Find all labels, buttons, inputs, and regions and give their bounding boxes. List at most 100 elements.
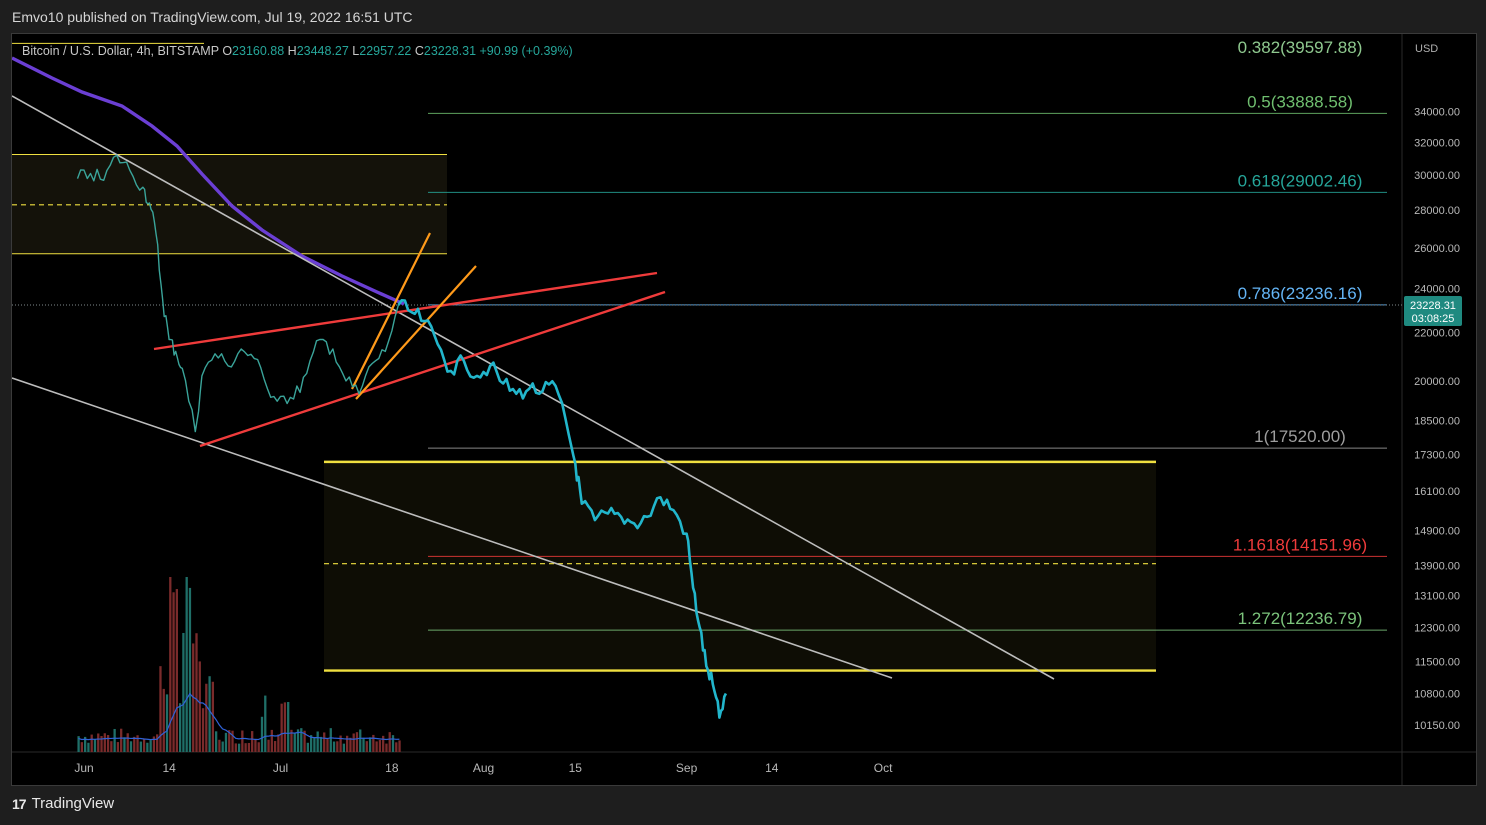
y-tick-label: 13900.00 <box>1414 560 1460 572</box>
volume-bar <box>339 735 342 752</box>
volume-bar <box>146 742 149 752</box>
volume-bar <box>211 681 215 752</box>
publisher-caption: Emvo10 published on TradingView.com, Jul… <box>12 9 413 25</box>
volume-bar <box>342 743 346 752</box>
fib-retracement: 0.382(39597.88) 0.5(33888.58) 0.618(29002.… <box>428 38 1387 631</box>
fib-level-label: 0.382(39597.88) <box>1238 38 1363 57</box>
legend-field: +90.99 (+0.39%) <box>480 44 573 58</box>
legend-field: 23228.31 <box>424 44 480 58</box>
volume-bar <box>142 738 146 752</box>
tradingview-logo[interactable]: 17 TradingView <box>12 795 114 812</box>
volume-bar <box>198 661 201 752</box>
volume-bar <box>277 734 280 752</box>
legend-field: 23160.88 <box>232 44 288 58</box>
y-tick-label: 16100.00 <box>1414 486 1460 498</box>
volume-bar <box>84 736 87 752</box>
volume-bar <box>319 736 323 752</box>
volume-bar <box>234 743 237 752</box>
y-tick-label: 24000.00 <box>1414 283 1460 295</box>
x-tick-label: Jul <box>273 761 288 775</box>
volume-bar <box>260 716 264 752</box>
legend-field: Bitcoin / U.S. Dollar, 4h, BITSTAMP <box>22 44 222 58</box>
volume-bar <box>231 730 234 752</box>
volume-bar <box>172 592 175 752</box>
last-price-tag <box>1404 296 1462 326</box>
volume-bar <box>329 728 332 752</box>
volume-bar <box>201 708 205 752</box>
volume-bar <box>149 740 152 752</box>
volume-bar <box>87 742 90 752</box>
y-tick-label: 10800.00 <box>1414 689 1460 701</box>
chart-pane[interactable]: 0.382(39597.88) 0.5(33888.58) 0.618(29002.… <box>11 33 1477 786</box>
y-tick-label: 14900.00 <box>1414 525 1460 537</box>
y-tick-label: 17300.00 <box>1414 449 1460 461</box>
y-tick-label: 18500.00 <box>1414 415 1460 427</box>
y-tick-label: 30000.00 <box>1414 170 1460 182</box>
y-tick-label: 10150.00 <box>1414 720 1460 732</box>
volume-bar <box>205 683 208 752</box>
volume-bar <box>362 737 365 752</box>
volume-bar <box>395 742 398 752</box>
volume-bar <box>120 728 123 752</box>
lower-zone-fill <box>324 461 1156 671</box>
y-tick-label: 11500.00 <box>1415 657 1460 669</box>
descending-trendline-lower <box>12 377 893 679</box>
x-tick-label: 15 <box>569 761 583 775</box>
x-tick-label: Aug <box>473 761 494 775</box>
volume-bar <box>228 730 231 752</box>
bar-countdown: 03:08:25 <box>1412 313 1455 325</box>
volume-bar <box>273 741 277 752</box>
volume-bar <box>244 743 247 752</box>
rising-channel-lower <box>355 265 477 400</box>
volume-bar <box>378 739 382 752</box>
x-tick-label: Jun <box>74 761 93 775</box>
volume-bar <box>126 733 129 752</box>
fib-level-label: 1.272(12236.79) <box>1238 609 1363 628</box>
volume-bar <box>290 729 293 752</box>
x-tick-label: Sep <box>676 761 698 775</box>
volume-bar <box>368 737 372 752</box>
price-projection-line <box>397 298 728 719</box>
volume-bar <box>113 728 116 752</box>
x-tick-label: Oct <box>874 761 893 775</box>
fib-level-label: 1(17520.00) <box>1254 427 1346 446</box>
volume-bar <box>382 735 385 752</box>
volume-bar <box>156 734 159 752</box>
volume-bar <box>365 741 368 752</box>
volume-bar <box>359 729 362 752</box>
legend-field: C <box>415 44 424 58</box>
volume-bar <box>221 741 224 752</box>
y-tick-label: 12300.00 <box>1414 623 1460 635</box>
volume-bar <box>280 703 283 752</box>
volume-bar <box>208 676 211 752</box>
volume-bar <box>375 741 378 752</box>
volume-bar <box>218 739 221 752</box>
price-candles-history <box>76 154 400 433</box>
volume-bar <box>323 732 326 752</box>
symbol-legend: Bitcoin / U.S. Dollar, 4h, BITSTAMP O231… <box>22 44 573 58</box>
volume-bar <box>80 742 84 752</box>
volume-bar <box>352 733 355 752</box>
tradingview-logo-icon: 17 <box>12 795 27 812</box>
volume-bar <box>398 740 401 752</box>
volume-bar <box>77 736 80 752</box>
volume-bar <box>175 589 178 752</box>
volume-bar <box>287 701 290 752</box>
volume-bar <box>185 577 188 752</box>
volume-bar <box>251 731 254 752</box>
volume-bar <box>316 731 319 752</box>
volume-bar <box>182 632 185 752</box>
volume-bar <box>300 728 303 752</box>
price-chart[interactable]: 0.382(39597.88) 0.5(33888.58) 0.618(29002.… <box>12 34 1476 785</box>
fib-level-label: 1.1618(14151.96) <box>1233 535 1367 554</box>
volume-bar <box>106 735 110 752</box>
volume-bar <box>388 732 391 752</box>
x-tick-label: 18 <box>385 761 399 775</box>
y-tick-label: 32000.00 <box>1414 137 1460 149</box>
volume-bar <box>152 736 156 752</box>
fib-level-label: 0.618(29002.46) <box>1238 171 1363 190</box>
volume-bar <box>326 738 329 752</box>
volume-bar <box>159 666 162 752</box>
legend-field: 23448.27 <box>297 44 353 58</box>
wedge-upper-line <box>153 271 658 351</box>
